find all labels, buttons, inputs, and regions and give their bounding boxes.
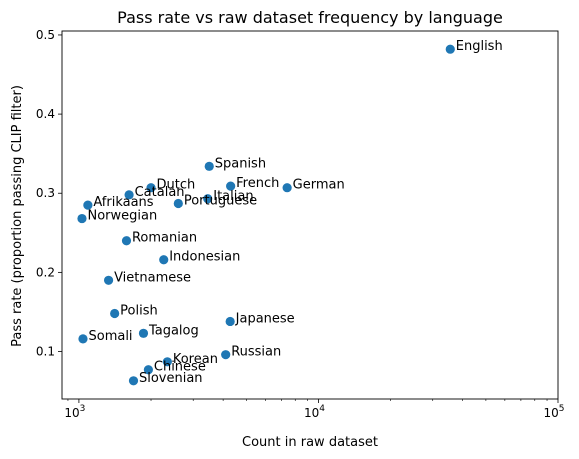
point-label-russian: Russian bbox=[231, 345, 281, 360]
data-point-indonesian bbox=[159, 255, 169, 265]
y-tick-label: 0.4 bbox=[36, 107, 55, 121]
point-label-indonesian: Indonesian bbox=[169, 250, 240, 265]
point-label-vietnamese: Vietnamese bbox=[114, 270, 191, 285]
point-label-slovenian: Slovenian bbox=[139, 371, 203, 386]
data-point-somali bbox=[78, 334, 88, 344]
data-point-japanese bbox=[225, 316, 235, 327]
data-point-russian bbox=[221, 350, 231, 360]
x-tick-label: 103 bbox=[64, 404, 85, 420]
data-point-dutch bbox=[146, 183, 156, 193]
point-label-afrikaans: Afrikaans bbox=[93, 195, 153, 210]
point-label-english: English bbox=[456, 39, 503, 54]
point-label-polish: Polish bbox=[120, 304, 158, 319]
x-axis-label: Count in raw dataset bbox=[242, 435, 378, 450]
data-point-german bbox=[282, 183, 292, 193]
point-label-italian: Italian bbox=[213, 189, 253, 204]
data-point-slovenian bbox=[128, 376, 139, 386]
data-point-norwegian bbox=[77, 213, 87, 224]
point-label-japanese: Japanese bbox=[235, 311, 295, 326]
point-label-korean: Korean bbox=[173, 352, 218, 367]
data-point-vietnamese bbox=[103, 275, 114, 285]
data-point-spanish bbox=[204, 161, 214, 171]
y-tick-label: 0.3 bbox=[36, 186, 55, 200]
point-label-french: French bbox=[236, 176, 279, 191]
data-point-afrikaans bbox=[83, 200, 93, 210]
point-label-spanish: Spanish bbox=[215, 156, 266, 171]
data-point-french bbox=[226, 181, 236, 191]
data-point-portuguese bbox=[173, 198, 183, 209]
y-axis-label: Pass rate (proportion passing CLIP filte… bbox=[10, 85, 25, 347]
y-tick-label: 0.2 bbox=[36, 265, 55, 279]
plot-frame bbox=[61, 30, 559, 400]
x-tick-label: 104 bbox=[304, 404, 325, 420]
point-label-romanian: Romanian bbox=[132, 231, 197, 246]
data-point-catalan bbox=[124, 190, 134, 200]
x-tick-label: 105 bbox=[543, 404, 564, 420]
point-label-german: German bbox=[293, 178, 345, 193]
point-label-catalan: Catalan bbox=[135, 185, 185, 200]
data-point-italian bbox=[203, 194, 213, 204]
data-point-english bbox=[445, 44, 455, 54]
point-label-tagalog: Tagalog bbox=[148, 323, 199, 338]
chart-title: Pass rate vs raw dataset frequency by la… bbox=[117, 8, 503, 27]
axis-ticks: 103 104 105 0.1 0.2 0.3 0.4 0.5 bbox=[36, 28, 565, 420]
y-tick-label: 0.5 bbox=[36, 28, 55, 42]
data-point-korean bbox=[162, 357, 172, 367]
y-tick-label: 0.1 bbox=[36, 345, 55, 359]
point-label-somali: Somali bbox=[88, 329, 132, 344]
data-point-chinese bbox=[143, 365, 153, 375]
point-label-dutch: Dutch bbox=[157, 178, 196, 193]
data-point-tagalog bbox=[138, 328, 149, 338]
point-label-chinese: Chinese bbox=[154, 360, 206, 375]
point-label-portuguese: Portuguese bbox=[184, 194, 257, 209]
data-point-romanian bbox=[121, 236, 132, 246]
point-label-norwegian: Norwegian bbox=[87, 209, 157, 224]
data-point-polish bbox=[110, 308, 120, 319]
